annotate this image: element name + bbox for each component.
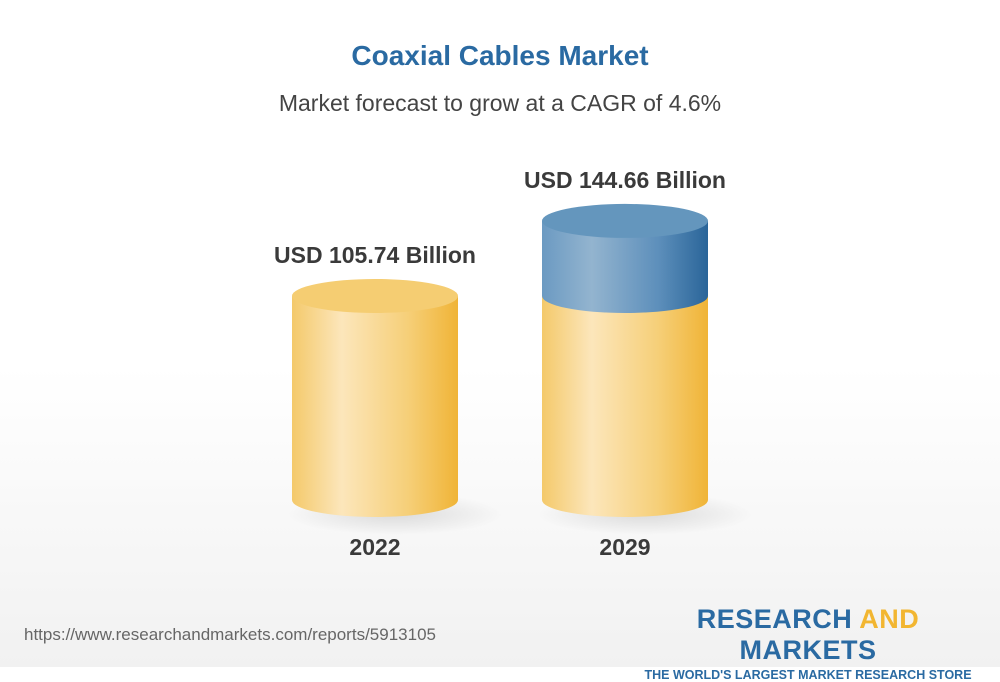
chart-title: Coaxial Cables Market xyxy=(351,40,649,71)
research-and-markets-logo: RESEARCH AND MARKETS THE WORLD'S LARGEST… xyxy=(644,604,972,682)
data-label: USD 105.74 Billion xyxy=(274,242,476,268)
cylinder-chart: USD 105.74 Billion 2022 USD 144.66 Billion… xyxy=(274,167,753,560)
cylinder-base-2022 xyxy=(292,296,458,517)
cylinder-base-2029 xyxy=(542,296,708,517)
cylinder-growth-2029 xyxy=(542,220,708,313)
category-label: 2029 xyxy=(599,534,650,560)
chart-subtitle: Market forecast to grow at a CAGR of 4.6… xyxy=(278,90,722,116)
cylinder-top-2029 xyxy=(542,203,708,238)
category-label: 2022 xyxy=(349,534,400,560)
cylinder-top-2022 xyxy=(292,279,458,313)
source-url[interactable]: https://www.researchandmarkets.com/repor… xyxy=(24,625,436,644)
data-label: USD 144.66 Billion xyxy=(524,167,726,193)
